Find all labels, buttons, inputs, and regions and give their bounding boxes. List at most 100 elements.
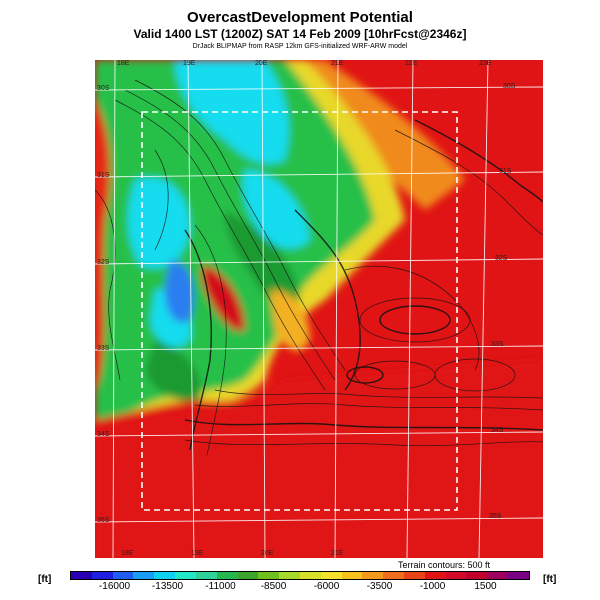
colorbar-swatch xyxy=(216,572,238,579)
lon-label-top-20e: 20E xyxy=(255,60,268,67)
field-shading xyxy=(95,60,543,558)
field-darkgreen-2 xyxy=(145,340,201,401)
colorbar-swatch xyxy=(133,572,155,579)
lat-label-left-34s: 34S xyxy=(97,431,110,438)
colorbar-swatch xyxy=(237,572,259,579)
colorbar-swatch xyxy=(362,572,384,579)
lat-lon-grid xyxy=(95,60,543,558)
colorbar-swatch xyxy=(279,572,300,579)
colorbar-swatch xyxy=(91,572,113,579)
meridian-19e xyxy=(187,60,195,558)
lon-label-bottom-20e: 20E xyxy=(261,550,274,557)
lon-label-top-22e: 22E xyxy=(405,60,418,67)
lat-label-left-33s: 33S xyxy=(97,345,110,352)
colorbar-swatch xyxy=(112,572,134,579)
field-cyan-2 xyxy=(128,177,190,269)
contour-13 xyxy=(346,366,384,384)
contour-19 xyxy=(95,189,121,381)
contour-14 xyxy=(184,419,543,431)
colorbar-tick-label: -6000 xyxy=(313,581,340,592)
parallel-30s xyxy=(95,86,543,91)
map-title: OvercastDevelopment Potential xyxy=(187,9,413,26)
lon-label-top-19e: 19E xyxy=(183,60,196,67)
contour-16 xyxy=(214,389,543,399)
contour-18 xyxy=(154,149,169,251)
meridian-21e xyxy=(334,60,339,558)
colorbar-swatch xyxy=(154,572,176,579)
field-mountain-red xyxy=(201,265,245,331)
contour-2 xyxy=(124,89,336,381)
field-cyan-3 xyxy=(242,170,310,249)
lon-label-bottom-19e: 19E xyxy=(191,550,204,557)
lat-label-right-35s: 35S xyxy=(489,513,502,520)
contour-12 xyxy=(434,358,516,392)
lat-label-right-34s: 34S xyxy=(491,427,504,434)
inner-domain-box xyxy=(141,111,458,511)
colorbar-tick-label: -8500 xyxy=(260,581,287,592)
colorbar-tick-label: -13500 xyxy=(151,581,184,592)
field-south xyxy=(95,360,543,558)
colorbar-swatch xyxy=(445,572,467,579)
colorbar-swatch xyxy=(424,572,446,579)
colorbar-swatch xyxy=(341,572,363,579)
meridian-18e xyxy=(112,60,116,558)
units-label-left: [ft] xyxy=(38,574,52,585)
contour-20 xyxy=(344,265,480,371)
lat-label-right-32s: 32S xyxy=(495,255,508,262)
terrain-contour-note: Terrain contours: 500 ft xyxy=(398,560,491,570)
lon-label-bottom-21e: 21E xyxy=(331,550,344,557)
field-blue xyxy=(164,260,194,323)
field-ridge-orange xyxy=(270,290,310,351)
contour-1 xyxy=(114,99,326,391)
meridian-23e xyxy=(478,60,489,558)
field-west-coast xyxy=(95,100,111,390)
colorbar-tick-label: 1500 xyxy=(474,581,497,592)
contour-8 xyxy=(414,119,543,203)
map-credit: DrJack BLIPMAP from RASP 12km GFS-initia… xyxy=(192,43,408,50)
colorbar-swatch xyxy=(175,572,196,579)
lat-label-right-30s: 30S xyxy=(503,83,516,90)
colorbar-swatch xyxy=(195,572,217,579)
units-label-right: [ft] xyxy=(543,574,557,585)
lon-label-top-23e: 23E xyxy=(479,60,492,67)
forecast-field xyxy=(95,60,543,558)
colorbar-tick-label: -3500 xyxy=(366,581,393,592)
colorbar-swatch xyxy=(71,572,92,579)
lat-label-left-35s: 35S xyxy=(97,517,110,524)
parallel-32s xyxy=(95,258,543,265)
lat-label-left-30s: 30S xyxy=(97,85,110,92)
colorbar-swatch xyxy=(258,572,280,579)
meridian-20e xyxy=(261,60,266,558)
contour-17 xyxy=(184,439,543,447)
field-darkgreen-1 xyxy=(225,210,300,305)
parallel-34s xyxy=(95,431,543,437)
parallel-35s xyxy=(95,517,543,523)
lon-label-top-18e: 18E xyxy=(117,60,130,67)
colorbar-tick-label: -16000 xyxy=(98,581,131,592)
lat-label-right-33s: 33S xyxy=(491,341,504,348)
field-cyan-1 xyxy=(175,60,289,164)
lon-label-bottom-18e: 18E xyxy=(121,550,134,557)
colorbar-swatch xyxy=(320,572,342,579)
lat-label-right-31s: 31S xyxy=(499,168,512,175)
colorbar-swatch xyxy=(508,572,529,579)
contour-10 xyxy=(379,305,451,335)
parallel-33s xyxy=(95,345,543,351)
lon-label-top-21e: 21E xyxy=(331,60,344,67)
colorbar-swatch xyxy=(404,572,425,579)
contour-4 xyxy=(184,229,212,451)
contour-7 xyxy=(394,129,543,236)
colorbar-swatch xyxy=(299,572,321,579)
colorbar-tick-label: -1000 xyxy=(419,581,446,592)
colorbar-swatch xyxy=(487,572,509,579)
colorbar xyxy=(70,571,530,580)
map-subtitle: Valid 1400 LST (1200Z) SAT 14 Feb 2009 [… xyxy=(133,27,467,41)
parallel-31s xyxy=(95,171,543,178)
terrain-contours xyxy=(95,79,543,456)
colorbar-swatch xyxy=(466,572,488,579)
forecast-map-panel: 18E 19E 20E 21E 22E 23E 18E 19E 20E 21E … xyxy=(95,60,543,558)
colorbar-tick-label: -11000 xyxy=(205,581,236,592)
colorbar-swatch xyxy=(383,572,404,579)
lat-label-left-32s: 32S xyxy=(97,259,110,266)
